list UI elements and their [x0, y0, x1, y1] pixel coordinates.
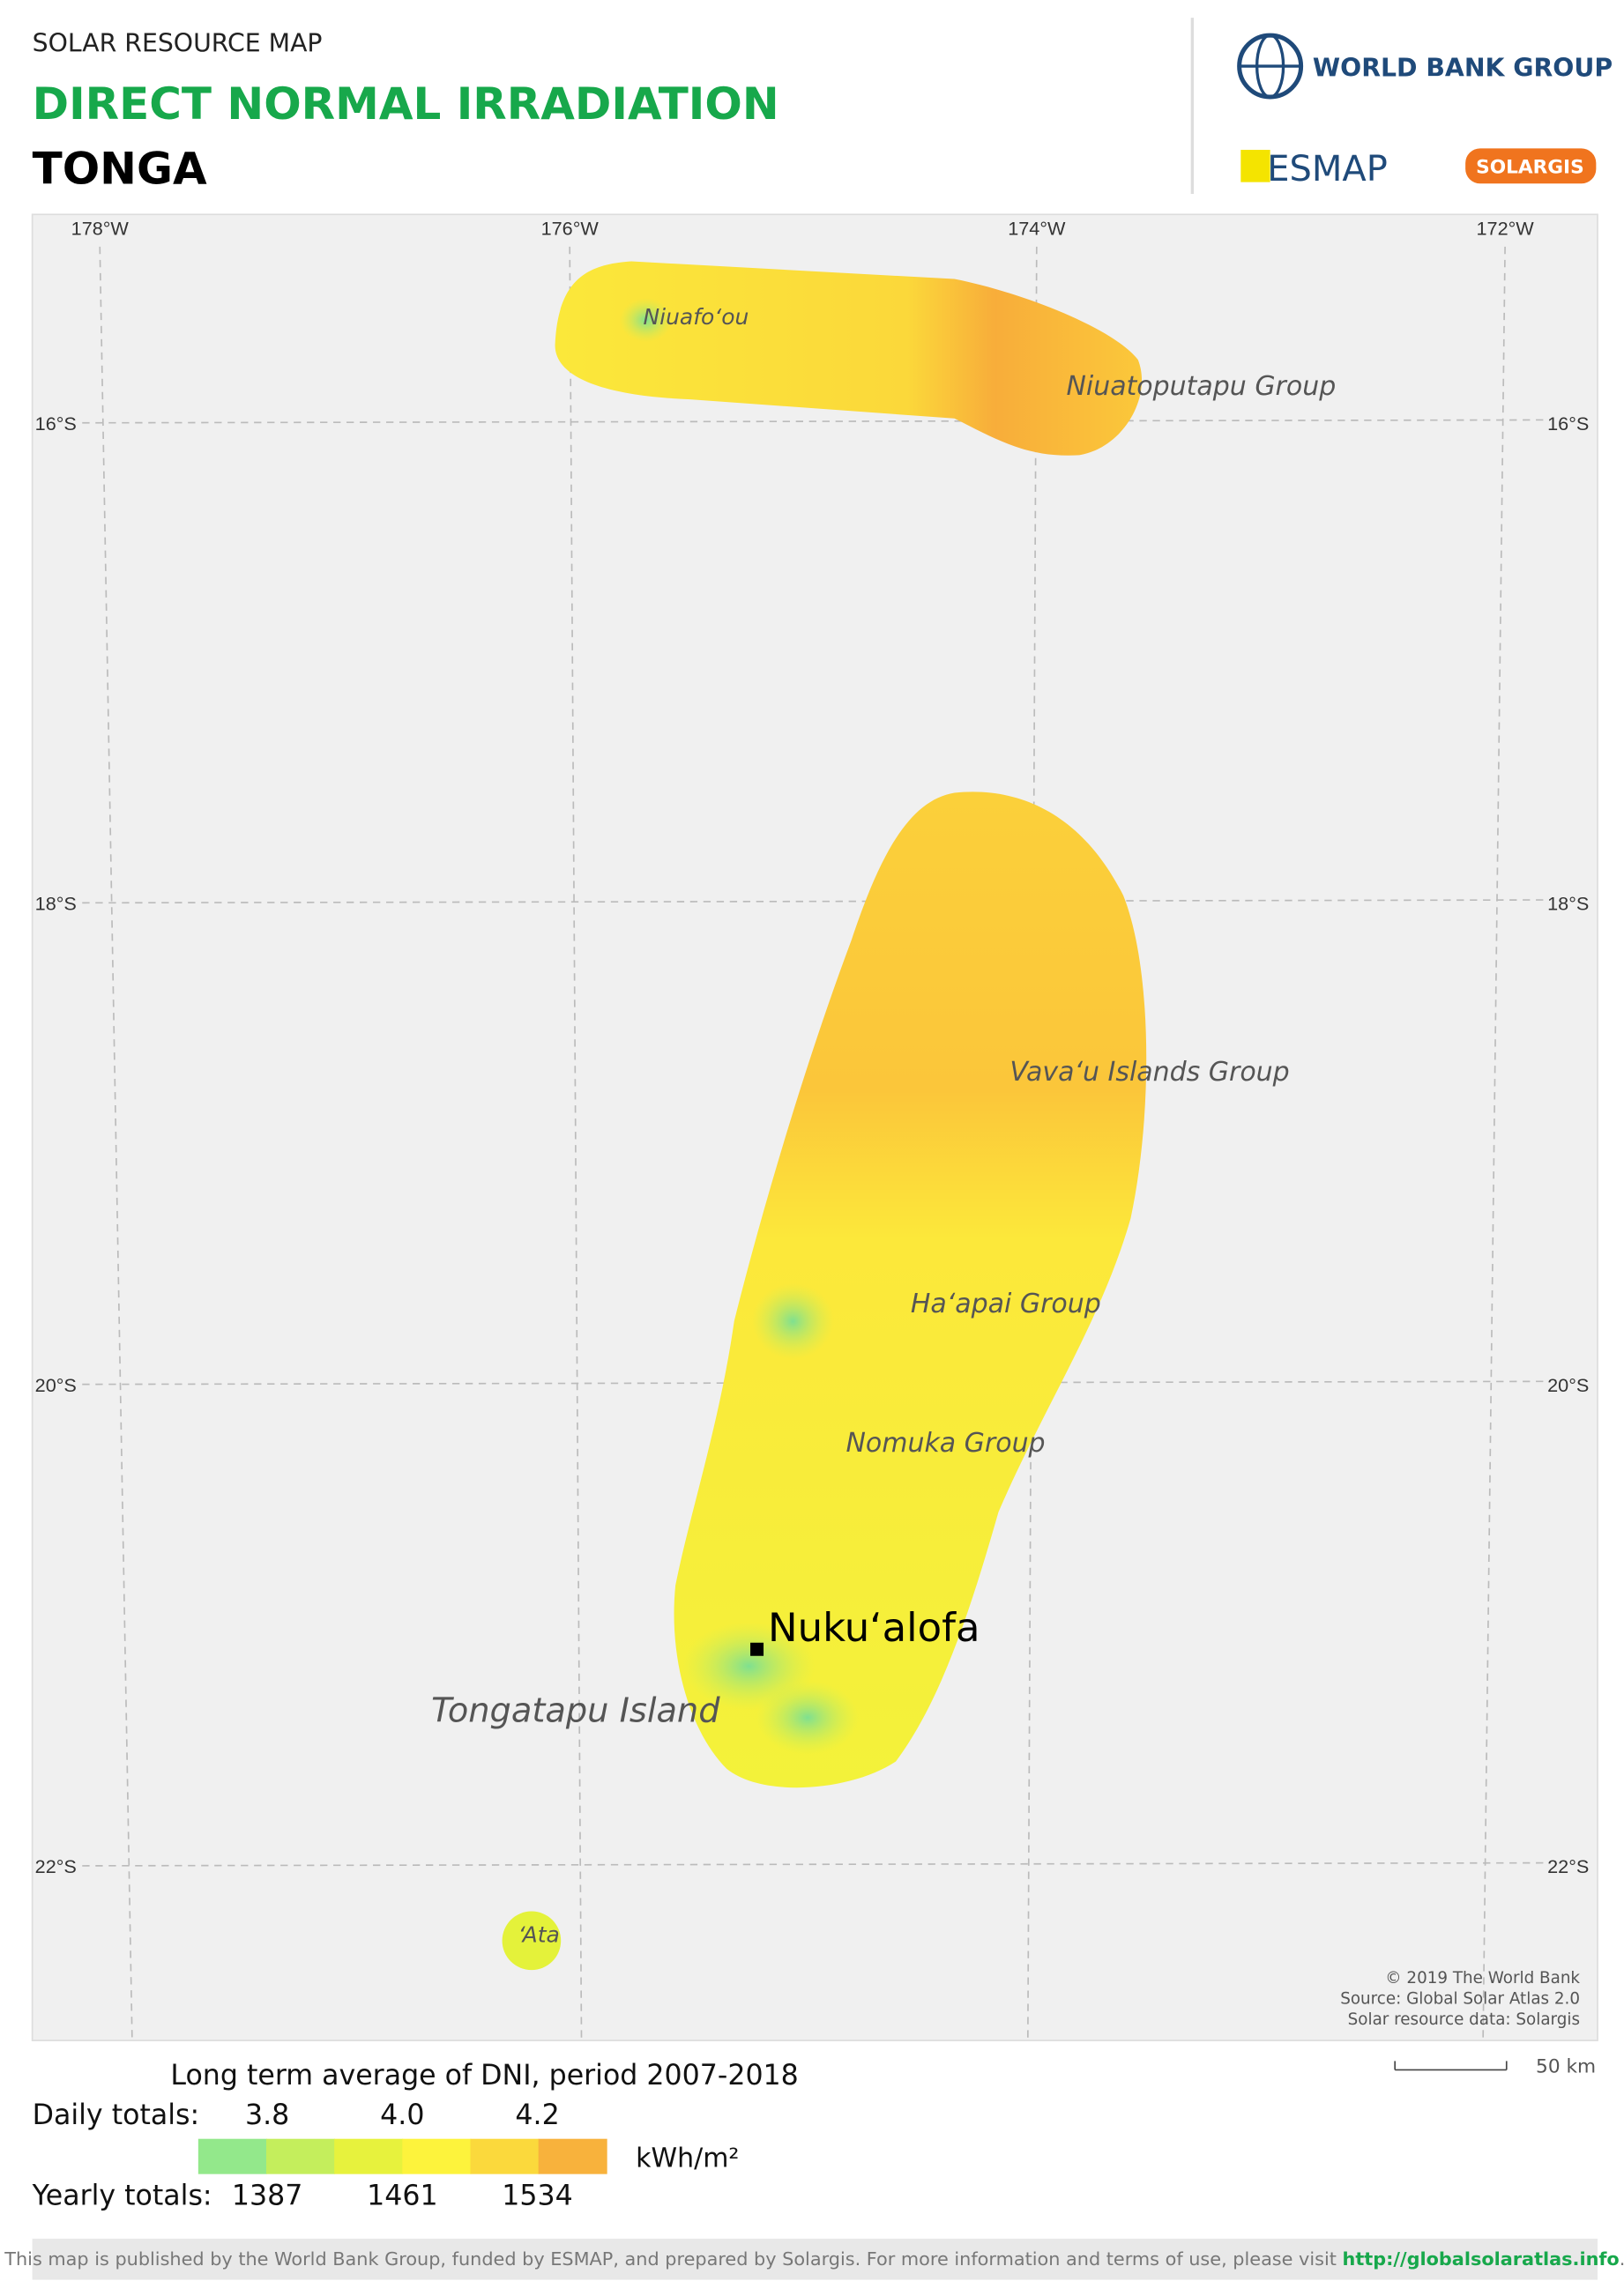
green-area: [756, 1681, 860, 1755]
latitude-label: 18°S: [35, 893, 77, 915]
daily-value: 3.8: [245, 2099, 289, 2131]
legend-swatch: [334, 2138, 404, 2174]
legend-swatch: [266, 2138, 336, 2174]
longitude-label: 174°W: [1008, 218, 1066, 240]
footer-link[interactable]: http://globalsolaratlas.info: [1343, 2248, 1620, 2270]
place-label: Niuatoputapu Group: [1066, 371, 1336, 402]
meridian: [1026, 246, 1038, 2041]
legend-swatch: [470, 2138, 540, 2174]
legend-title: Long term average of DNI, period 2007-20…: [170, 2060, 798, 2092]
footer-end: .: [1620, 2248, 1624, 2270]
legend: 3.8 4.0 4.2 1387 1461 1534: [197, 2099, 607, 2212]
northern-islands: [555, 261, 1143, 456]
longitude-label: 172°W: [1477, 218, 1535, 240]
credit-line: Solar resource data: Solargis: [1348, 2010, 1580, 2029]
yearly-label: Yearly totals:: [32, 2181, 212, 2212]
yearly-value: 1461: [367, 2181, 437, 2212]
footer-bar: [32, 2238, 1598, 2280]
daily-value: 4.0: [380, 2099, 424, 2131]
place-label: Vavaʻu Islands Group: [1009, 1057, 1289, 1088]
place-label: Tongatapu Island: [431, 1691, 720, 1731]
credit-line: © 2019 The World Bank: [1385, 1969, 1580, 1988]
longitude-label: 178°W: [71, 218, 130, 240]
parallel: [82, 1380, 1551, 1386]
latitude-label: 16°S: [35, 412, 77, 435]
daily-label: Daily totals:: [33, 2099, 200, 2131]
scale-label: 50 km: [1536, 2056, 1596, 2078]
latitude-label: 22°S: [35, 1855, 77, 1877]
place-label: ʻAta: [518, 1922, 560, 1948]
solargis-text: SOLARGIS: [1476, 157, 1584, 179]
place-label: Nomuka Group: [846, 1428, 1046, 1459]
legend-swatch: [402, 2138, 472, 2174]
footer-text: This map is published by the World Bank …: [4, 2248, 1342, 2270]
place-label: Niuafoʻou: [643, 304, 749, 330]
yearly-value: 1534: [502, 2181, 572, 2212]
solargis-logo: SOLARGIS: [1465, 148, 1597, 184]
subtitle: SOLAR RESOURCE MAP: [33, 28, 323, 57]
latitude-label: 16°S: [1547, 412, 1589, 435]
ata-island: [502, 1911, 562, 1971]
green-area: [619, 298, 673, 343]
capital-marker: [750, 1642, 764, 1656]
place-labels: Niuafoʻou Niuatoputapu Group Vavaʻu Island…: [431, 304, 1336, 1947]
title: DIRECT NORMAL IRRADIATION: [33, 78, 779, 130]
world-bank-text: WORLD BANK GROUP: [1313, 54, 1613, 83]
legend-swatch: [197, 2138, 267, 2174]
capital-label: Nukuʻalofa: [768, 1604, 980, 1651]
unit: kWh/m²: [636, 2143, 739, 2173]
green-area: [751, 1282, 834, 1360]
place-label: Haʻapai Group: [911, 1289, 1101, 1319]
credit-line: Source: Global Solar Atlas 2.0: [1340, 1989, 1580, 2008]
legend-swatch: [538, 2138, 607, 2174]
meridian: [569, 246, 583, 2041]
parallel: [82, 1861, 1551, 1867]
esmap-logo: ESMAP: [1240, 149, 1388, 189]
longitude-label: 176°W: [541, 218, 600, 240]
parallel: [82, 419, 1551, 424]
latitude-label: 22°S: [1547, 1855, 1589, 1877]
daily-value: 4.2: [515, 2099, 559, 2131]
meridian: [1482, 246, 1506, 2041]
world-bank-logo: WORLD BANK GROUP: [1237, 33, 1613, 100]
latitude-label: 20°S: [1547, 1374, 1589, 1396]
footer: This map is published by the World Bank …: [4, 2248, 1624, 2270]
country: TONGA: [33, 143, 207, 194]
latitude-label: 20°S: [35, 1374, 77, 1396]
esmap-text: ESMAP: [1267, 149, 1388, 189]
parallel: [82, 899, 1551, 904]
graticule: 178°W 176°W 174°W 172°W 16°S 16°S 18°S 18°S 20°S…: [35, 218, 1589, 2041]
meridian: [99, 246, 133, 2041]
yearly-value: 1387: [232, 2181, 302, 2212]
southern-islands: [674, 791, 1147, 1788]
latitude-label: 18°S: [1547, 893, 1589, 915]
